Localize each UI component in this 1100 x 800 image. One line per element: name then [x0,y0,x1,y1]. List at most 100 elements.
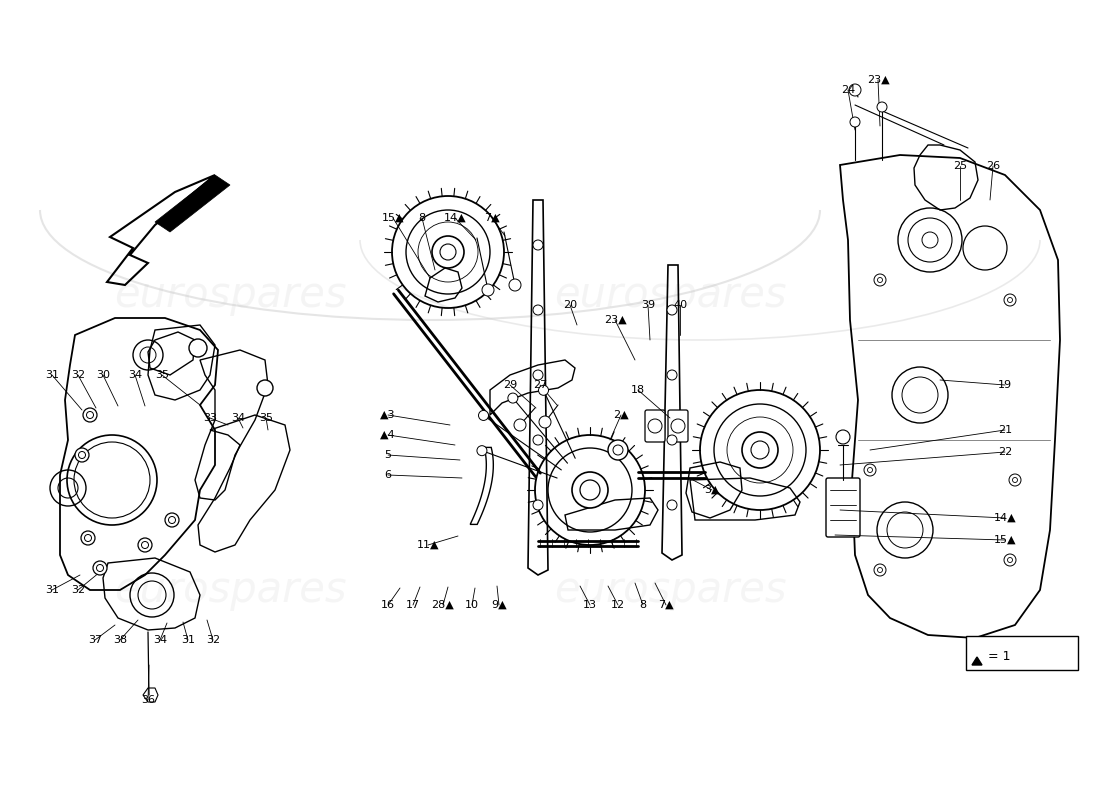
Text: 33: 33 [204,413,217,423]
Text: 5: 5 [385,450,392,460]
Circle shape [849,84,861,96]
Text: 12: 12 [610,600,625,610]
Circle shape [667,305,676,315]
Circle shape [509,279,521,291]
Text: 31: 31 [182,635,195,645]
Text: 34: 34 [231,413,245,423]
Text: 34: 34 [153,635,167,645]
Text: 14▲: 14▲ [443,213,466,223]
Text: eurospares: eurospares [553,569,786,611]
Text: 27: 27 [532,380,547,390]
Text: 29: 29 [503,380,517,390]
FancyBboxPatch shape [966,636,1078,670]
Text: 32: 32 [70,370,85,380]
Text: 21: 21 [998,425,1012,435]
Text: 18: 18 [631,385,645,395]
Text: 16: 16 [381,600,395,610]
Circle shape [534,500,543,510]
Text: 32: 32 [70,585,85,595]
Circle shape [667,435,676,445]
Circle shape [432,236,464,268]
Circle shape [257,380,273,396]
Text: ▲4: ▲4 [381,430,396,440]
Text: 9▲: 9▲ [492,600,507,610]
Text: eurospares: eurospares [113,569,346,611]
Text: 32: 32 [206,635,220,645]
Text: 6: 6 [385,470,392,480]
Text: 8: 8 [418,213,426,223]
Text: 23▲: 23▲ [604,315,626,325]
Circle shape [874,564,886,576]
Polygon shape [143,688,158,702]
Circle shape [478,410,488,421]
Circle shape [189,339,207,357]
Text: 2▲: 2▲ [613,410,629,420]
Text: 31: 31 [45,370,59,380]
Circle shape [82,408,97,422]
Text: 3▲: 3▲ [704,485,719,495]
Circle shape [608,440,628,460]
Text: eurospares: eurospares [553,274,786,316]
Circle shape [1009,474,1021,486]
Circle shape [534,370,543,380]
Text: 23▲: 23▲ [867,75,889,85]
Text: 36: 36 [141,695,155,705]
Text: ▲3: ▲3 [381,410,396,420]
Circle shape [482,284,494,296]
FancyBboxPatch shape [645,410,665,442]
Circle shape [864,464,876,476]
Text: 34: 34 [128,370,142,380]
Circle shape [667,370,676,380]
Polygon shape [972,657,982,665]
Circle shape [534,240,543,250]
Text: 19: 19 [998,380,1012,390]
Text: 15▲: 15▲ [382,213,405,223]
Text: 35: 35 [258,413,273,423]
FancyBboxPatch shape [826,478,860,537]
Text: 7▲: 7▲ [658,600,674,610]
Circle shape [850,117,860,127]
Circle shape [514,419,526,431]
Text: 7▲: 7▲ [484,213,499,223]
Circle shape [138,538,152,552]
Text: 22: 22 [998,447,1012,457]
Circle shape [1004,294,1016,306]
Circle shape [477,446,487,456]
Circle shape [1004,554,1016,566]
Text: 17: 17 [406,600,420,610]
Text: eurospares: eurospares [113,274,346,316]
Text: 14▲: 14▲ [993,513,1016,523]
Circle shape [508,393,518,403]
Text: 24: 24 [840,85,855,95]
Circle shape [94,561,107,575]
Circle shape [874,274,886,286]
Circle shape [534,305,543,315]
Circle shape [836,430,850,444]
Text: 40: 40 [673,300,688,310]
Text: 20: 20 [563,300,578,310]
Circle shape [539,386,549,395]
Text: 37: 37 [88,635,102,645]
Circle shape [81,531,95,545]
Text: 10: 10 [465,600,478,610]
Circle shape [539,416,551,428]
Text: 25: 25 [953,161,967,171]
Text: 15▲: 15▲ [993,535,1016,545]
Text: 31: 31 [45,585,59,595]
Circle shape [75,448,89,462]
Circle shape [534,435,543,445]
Text: 38: 38 [113,635,128,645]
Text: 11▲: 11▲ [417,540,439,550]
Circle shape [165,513,179,527]
Text: 30: 30 [96,370,110,380]
Circle shape [667,500,676,510]
Circle shape [742,432,778,468]
Text: 26: 26 [986,161,1000,171]
Polygon shape [155,175,230,232]
Text: 35: 35 [155,370,169,380]
Text: 39: 39 [641,300,656,310]
Text: = 1: = 1 [988,650,1011,663]
FancyBboxPatch shape [668,410,688,442]
Text: 13: 13 [583,600,597,610]
Circle shape [877,102,887,112]
